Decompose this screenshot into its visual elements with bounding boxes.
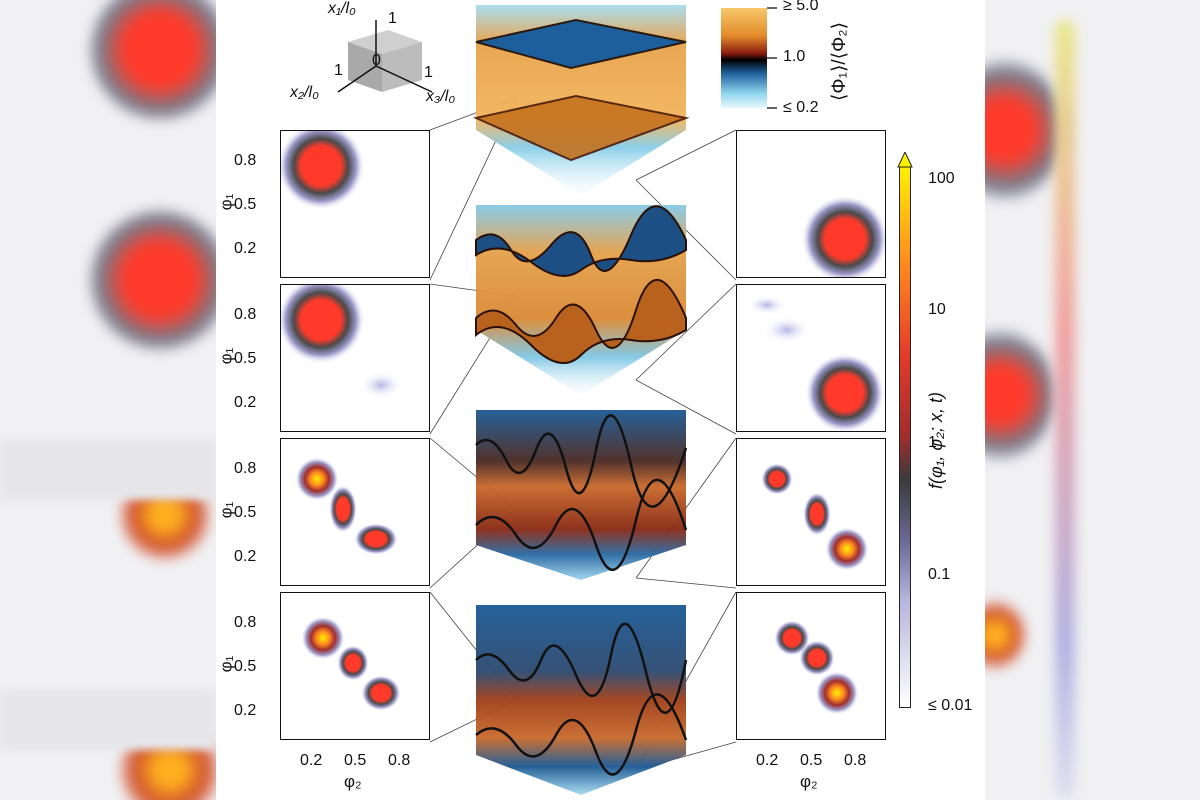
left-pdf-panel-1 [280, 130, 430, 278]
right-pdf-panel-1 [736, 130, 886, 278]
colorbar-arrow-icon [897, 152, 913, 168]
right-xtick: 0.8 [844, 752, 867, 769]
axes-key-cube [337, 20, 433, 93]
figure-canvas: x₁/l₀ 1 0 1 1 x₂/l₀ x₃/l₀ ≥ 5.0 1.0 ≤ 0.… [216, 0, 985, 800]
left-panel-4-ytick: 0.2 [234, 702, 257, 719]
x2-axis-value: 1 [334, 62, 343, 79]
right-pdf-panel-4 [736, 592, 886, 740]
left-xtick: 0.2 [300, 752, 323, 769]
left-panel-4-ylabel: φ₁ [216, 655, 236, 673]
origin-label: 0 [372, 52, 381, 69]
right-xlabel: φ₂ [800, 772, 818, 791]
left-blurred-backdrop [0, 0, 216, 800]
left-panel-3-ytick: 0.5 [234, 504, 257, 521]
x1-axis-value: 1 [388, 10, 397, 27]
right-xtick: 0.5 [800, 752, 823, 769]
x3-axis-value: 1 [424, 64, 433, 81]
top-colorbar-ticks [767, 7, 777, 109]
x2-axis-label: x₂/l₀ [290, 84, 319, 101]
left-xtick: 0.8 [388, 752, 411, 769]
volume-renderings [472, 5, 690, 795]
left-xlabel: φ₂ [344, 772, 362, 791]
left-xtick: 0.5 [344, 752, 367, 769]
left-panel-1-ytick: 0.8 [234, 152, 257, 169]
right-colorbar-tick-10: 10 [928, 301, 946, 318]
left-panel-1-ylabel: φ₁ [216, 193, 236, 211]
right-blurred-backdrop [985, 0, 1200, 800]
left-panel-2-ylabel: φ₁ [216, 347, 236, 365]
top-colorbar-tick-mid: 1.0 [783, 48, 806, 65]
left-panel-2-ytick: 0.5 [234, 350, 257, 367]
left-panel-1-ytick: 0.5 [234, 196, 257, 213]
right-colorbar-tick-100: 100 [928, 170, 955, 187]
right-pdf-panel-3 [736, 438, 886, 586]
right-colorbar-tick-1: 1 [928, 434, 937, 451]
right-colorbar-tick-min: ≤ 0.01 [928, 697, 973, 714]
left-panel-1-ytick: 0.2 [234, 240, 257, 257]
right-colorbar-tick-0.1: 0.1 [928, 566, 951, 583]
top-colorbar [721, 8, 767, 108]
left-panel-4-ytick: 0.5 [234, 658, 257, 675]
left-pdf-panel-2 [280, 284, 430, 432]
left-panel-3-ylabel: φ₁ [216, 501, 236, 519]
left-panel-3-ytick: 0.2 [234, 548, 257, 565]
top-colorbar-tick-min: ≤ 0.2 [783, 99, 819, 116]
left-pdf-panel-4 [280, 592, 430, 740]
left-panel-2-ytick: 0.2 [234, 394, 257, 411]
left-panel-2-ytick: 0.8 [234, 306, 257, 323]
right-xtick: 0.2 [756, 752, 779, 769]
top-colorbar-tick-max: ≥ 5.0 [783, 0, 819, 14]
left-pdf-panel-3 [280, 438, 430, 586]
left-panel-4-ytick: 0.8 [234, 614, 257, 631]
x3-axis-label: x₃/l₀ [426, 88, 456, 105]
right-pdf-panel-2 [736, 284, 886, 432]
x1-axis-label: x₁/l₀ [328, 0, 356, 17]
left-panel-3-ytick: 0.8 [234, 460, 257, 477]
